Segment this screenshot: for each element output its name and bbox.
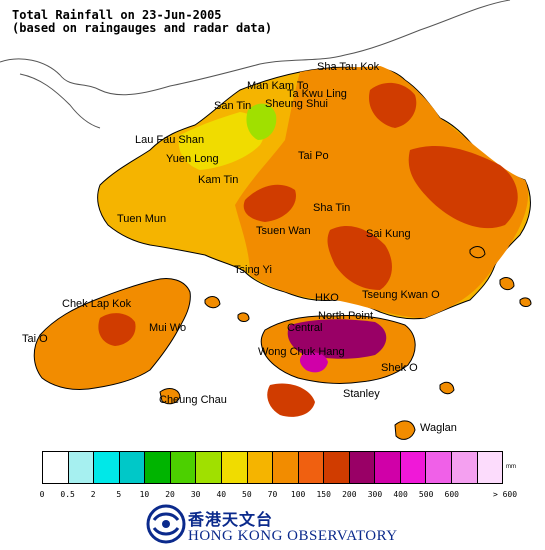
- hko-logo: 香港天文台 HONG KONG OBSERVATORY: [146, 500, 406, 550]
- rain-zone-100-150-lantau: [98, 313, 136, 346]
- legend-label: 2: [90, 490, 96, 499]
- legend-swatch: [298, 452, 325, 483]
- place-tseung-kwan-o: Tseung Kwan O: [362, 289, 440, 301]
- legend-swatch: [273, 452, 299, 483]
- place-tsing-yi: Tsing Yi: [234, 264, 272, 276]
- legend-swatch: [477, 452, 503, 483]
- legend-swatch: [43, 452, 69, 483]
- islet-6: [237, 312, 250, 322]
- waglan-island: [394, 420, 416, 440]
- rain-zone-200-300-hki: [287, 319, 387, 359]
- rain-zone-70-100-north: [235, 66, 529, 318]
- legend-swatch: [324, 452, 350, 483]
- legend-swatch: [247, 452, 274, 483]
- legend-label: 70: [267, 490, 278, 499]
- legend-swatch: [349, 452, 376, 483]
- place-sheung-shui: Sheung Shui: [265, 98, 328, 110]
- islet-1: [499, 277, 515, 291]
- legend-label: 0: [39, 490, 45, 499]
- hko-emblem-icon: [146, 504, 186, 544]
- legend-swatch: [400, 452, 427, 483]
- legend-label: 30: [190, 490, 201, 499]
- legend-label: 600: [444, 490, 459, 499]
- rainfall-legend: [42, 451, 503, 484]
- legend-label: 40: [216, 490, 227, 499]
- legend-swatch: [452, 452, 478, 483]
- legend-swatch: [375, 452, 401, 483]
- place-lau-fau-shan: Lau Fau Shan: [135, 134, 205, 146]
- mainland-outline: [0, 0, 511, 96]
- place-man-kam-to: Man Kam To: [247, 80, 309, 92]
- legend-label: 50: [242, 490, 252, 499]
- logo-chinese: 香港天文台: [188, 510, 274, 529]
- rain-zone-300-400-hki: [299, 352, 328, 373]
- legend-label: 5: [116, 490, 122, 499]
- place-kam-tin: Kam Tin: [198, 174, 239, 186]
- cheung-chau-island: [159, 388, 181, 405]
- legend-swatch: [221, 452, 248, 483]
- legend-swatch: [94, 452, 120, 483]
- legend-label: 10: [139, 490, 150, 499]
- rain-zone-40-50-santin: [246, 103, 277, 140]
- legend-label: 100: [290, 490, 306, 499]
- place-tai-o: Tai O: [22, 333, 48, 345]
- islet-2: [439, 381, 455, 395]
- legend-label: 0.5: [60, 490, 75, 499]
- legend-swatch: [145, 452, 171, 483]
- legend-swatch: [68, 452, 95, 483]
- place-tsuen-wan: Tsuen Wan: [256, 225, 311, 237]
- islet-4: [204, 296, 221, 309]
- place-sha-tin: Sha Tin: [313, 202, 351, 214]
- legend-swatch: [170, 452, 197, 483]
- rain-zone-100-150-east: [408, 145, 518, 229]
- place-wong-chuk-hang: Wong Chuk Hang: [258, 346, 345, 358]
- place-yuen-long: Yuen Long: [166, 153, 219, 165]
- rain-zone-100-150-central: [243, 184, 296, 222]
- place-north-point: North Point: [318, 310, 374, 322]
- legend-label: 400: [393, 490, 408, 499]
- logo-english: HONG KONG OBSERVATORY: [188, 528, 398, 544]
- place-hko: HKO: [315, 292, 339, 304]
- legend-unit: mm: [506, 464, 516, 470]
- place-central: Central: [287, 322, 323, 334]
- place-mui-wo: Mui Wo: [149, 322, 187, 334]
- place-cheung-chau: Cheung Chau: [159, 394, 227, 406]
- islet-5: [519, 297, 532, 307]
- legend-label: 150: [316, 490, 331, 499]
- legend-label: 300: [367, 490, 383, 499]
- legend-label: 500: [418, 490, 434, 499]
- legend-swatch: [196, 452, 222, 483]
- legend-label: > 600: [492, 490, 518, 499]
- place-shek-o: Shek O: [381, 362, 418, 374]
- place-sha-tau-kok: Sha Tau Kok: [317, 61, 380, 73]
- legend-swatch: [426, 452, 452, 483]
- deep-bay-outline: [19, 73, 101, 129]
- place-chek-lap-kok: Chek Lap Kok: [62, 298, 132, 310]
- place-san-tin: San Tin: [214, 100, 252, 112]
- place-tuen-mun: Tuen Mun: [117, 213, 167, 225]
- legend-label: 200: [342, 490, 357, 499]
- place-stanley: Stanley: [343, 388, 380, 400]
- legend-label: 20: [165, 490, 175, 499]
- rain-zone-100-150-south: [267, 383, 315, 417]
- legend-swatch: [119, 452, 146, 483]
- rain-zone-50-70-yuenlong: [178, 112, 264, 170]
- rain-zone-100-150-shatin: [327, 225, 392, 290]
- rain-zone-100-150-northeast: [369, 82, 417, 128]
- map-subtitle: (based on raingauges and radar data): [12, 21, 273, 35]
- place-waglan: Waglan: [420, 422, 457, 434]
- islet-3: [469, 246, 486, 259]
- place-sai-kung: Sai Kung: [366, 228, 411, 240]
- place-tai-po: Tai Po: [298, 150, 329, 162]
- map-title: Total Rainfall on 23-Jun-2005: [12, 8, 222, 22]
- place-ta-kwu-ling: Ta Kwu Ling: [287, 88, 347, 100]
